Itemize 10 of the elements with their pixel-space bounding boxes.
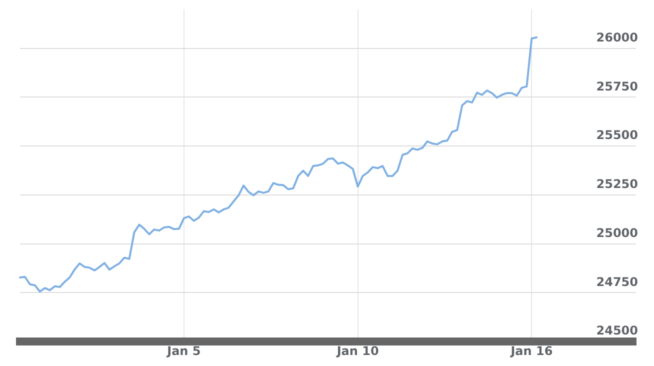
x-tick-label: Jan 5 <box>166 344 201 358</box>
y-tick-label: 25250 <box>596 177 638 192</box>
x-tick-label: Jan 16 <box>510 344 553 358</box>
y-tick-label: 24500 <box>596 324 638 338</box>
y-tick-label: 24750 <box>596 274 638 289</box>
x-tick-label: Jan 10 <box>336 344 379 358</box>
y-tick-label: 26000 <box>596 30 638 44</box>
y-tick-label: 25000 <box>596 226 638 240</box>
y-tick-label: 25750 <box>596 79 638 94</box>
y-tick-label: 25500 <box>596 128 638 142</box>
